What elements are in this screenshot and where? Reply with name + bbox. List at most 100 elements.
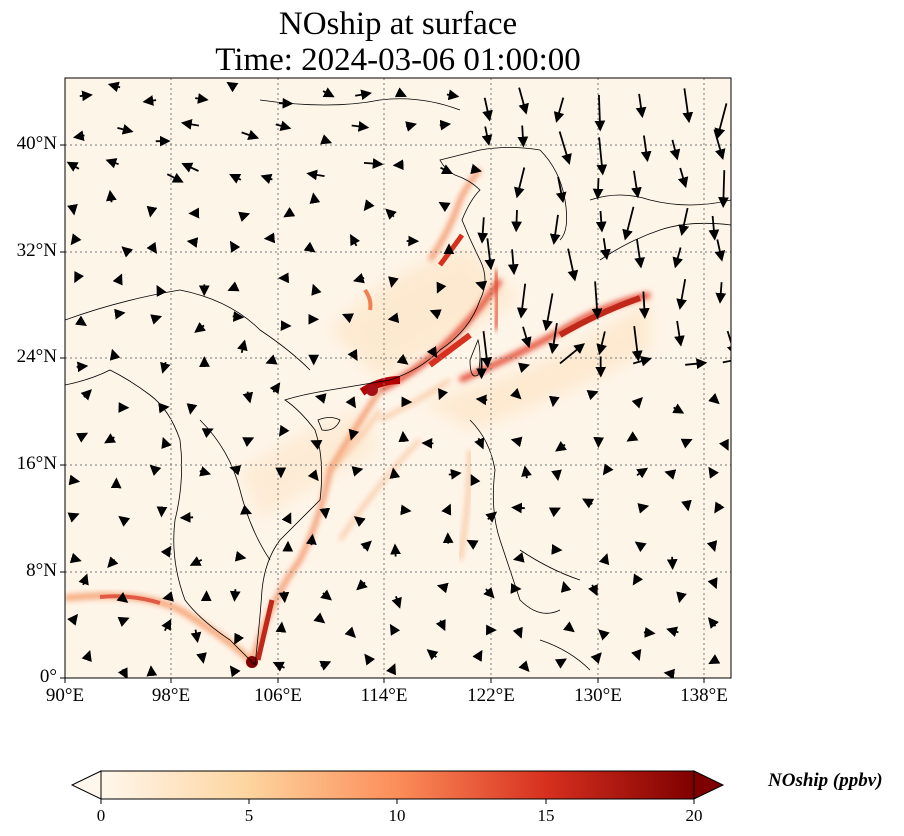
wind-arrow bbox=[79, 90, 93, 102]
wind-arrow bbox=[631, 397, 643, 409]
lat-tick-label: 32°N bbox=[16, 240, 57, 261]
wind-arrow bbox=[117, 124, 134, 135]
wind-arrow bbox=[229, 589, 241, 602]
wind-arrow bbox=[521, 326, 532, 349]
wind-arrow bbox=[707, 577, 718, 590]
wind-arrow bbox=[472, 649, 483, 662]
wind-arrow bbox=[160, 361, 171, 374]
wind-arrow bbox=[106, 189, 117, 203]
wind-arrow bbox=[68, 474, 81, 486]
wind-arrow bbox=[640, 135, 652, 163]
wind-arrow bbox=[348, 428, 360, 441]
wind-arrow bbox=[481, 126, 493, 146]
colorbar-extend-max bbox=[693, 770, 725, 800]
wind-arrow bbox=[238, 211, 251, 222]
wind-arrow bbox=[352, 272, 365, 284]
wind-arrow bbox=[518, 87, 529, 115]
wind-arrow bbox=[560, 580, 572, 593]
wind-arrow bbox=[436, 281, 447, 294]
wind-arrow bbox=[559, 343, 585, 365]
wind-arrow bbox=[666, 626, 679, 638]
wind-arrow bbox=[201, 428, 214, 439]
wind-arrow bbox=[726, 330, 731, 357]
wind-arrow bbox=[78, 573, 89, 586]
wind-arrow bbox=[470, 163, 482, 175]
lon-tick-label: 114°E bbox=[360, 685, 408, 706]
wind-arrow bbox=[313, 612, 326, 624]
wind-arrow bbox=[512, 626, 523, 639]
wind-arrow bbox=[180, 119, 200, 130]
wind-arrow bbox=[105, 158, 119, 169]
wind-arrow bbox=[364, 653, 376, 666]
wind-arrow bbox=[229, 240, 241, 253]
wind-arrow bbox=[567, 248, 579, 282]
wind-arrow bbox=[436, 582, 449, 594]
wind-arrow bbox=[75, 315, 88, 326]
wind-arrow bbox=[708, 215, 720, 241]
wind-arrow bbox=[602, 463, 614, 476]
colorbar-tick-label: 20 bbox=[685, 806, 703, 825]
wind-arrow bbox=[81, 649, 92, 662]
wind-arrow bbox=[426, 649, 439, 661]
wind-arrow bbox=[586, 389, 599, 401]
wind-arrow bbox=[631, 649, 642, 662]
wind-arrow bbox=[714, 239, 726, 262]
wind-arrow bbox=[708, 654, 721, 665]
colorbar-tick-label: 10 bbox=[388, 806, 406, 825]
wind-arrow bbox=[512, 552, 525, 563]
wind-arrow bbox=[194, 322, 207, 333]
wind-arrow bbox=[448, 468, 462, 480]
wind-arrow bbox=[511, 209, 522, 233]
wind-arrow bbox=[553, 97, 565, 123]
wind-arrow bbox=[263, 232, 276, 244]
wind-arrow bbox=[232, 311, 245, 322]
wind-arrow bbox=[549, 214, 561, 245]
wind-arrow bbox=[438, 201, 451, 213]
wind-arrow bbox=[146, 241, 158, 254]
wind-arrow bbox=[435, 619, 446, 632]
wind-arrow bbox=[466, 539, 479, 550]
wind-arrow bbox=[351, 466, 364, 477]
wind-arrow bbox=[186, 237, 199, 248]
wind-arrow bbox=[387, 312, 400, 324]
wind-arrow bbox=[278, 591, 290, 604]
wind-arrow bbox=[161, 437, 172, 449]
chart-subtitle-time: Time: 2024-03-06 01:00:00 bbox=[215, 42, 581, 78]
wind-arrow bbox=[196, 652, 207, 664]
wind-arrow bbox=[347, 348, 358, 361]
lat-tick-label: 0° bbox=[39, 666, 57, 687]
wind-arrow bbox=[405, 121, 417, 132]
wind-arrow bbox=[80, 389, 92, 401]
colorbar-tick-label: 0 bbox=[96, 806, 106, 825]
wind-arrow bbox=[149, 464, 162, 476]
wind-arrow bbox=[353, 516, 366, 528]
wind-arrow bbox=[677, 167, 689, 189]
wind-arrow bbox=[594, 94, 606, 132]
wind-arrow bbox=[592, 178, 604, 200]
colorbar-gradient bbox=[101, 771, 694, 799]
wind-arrow bbox=[672, 247, 683, 269]
wind-arrow bbox=[114, 308, 126, 320]
wind-arrow bbox=[283, 207, 296, 218]
wind-arrow bbox=[509, 387, 522, 400]
wind-arrow bbox=[269, 382, 281, 395]
wind-arrow bbox=[590, 652, 602, 664]
wind-arrow bbox=[669, 139, 681, 161]
wind-arrow bbox=[360, 540, 372, 552]
wind-arrow bbox=[260, 173, 273, 185]
wind-arrow bbox=[306, 533, 317, 546]
wind-arrow bbox=[226, 81, 239, 93]
wind-arrow bbox=[195, 93, 209, 104]
lat-tick-label: 8°N bbox=[26, 560, 57, 581]
wind-arrow bbox=[514, 167, 526, 199]
map-frame bbox=[64, 77, 732, 679]
wind-arrow bbox=[635, 93, 647, 119]
wind-arrow bbox=[596, 331, 607, 356]
lon-tick-label: 106°E bbox=[254, 685, 302, 706]
colorbar-tick-label: 15 bbox=[537, 806, 555, 825]
wind-arrow bbox=[306, 169, 325, 181]
wind-arrow bbox=[678, 207, 690, 237]
wind-arrow bbox=[394, 87, 407, 98]
wind-arrow bbox=[345, 396, 356, 409]
